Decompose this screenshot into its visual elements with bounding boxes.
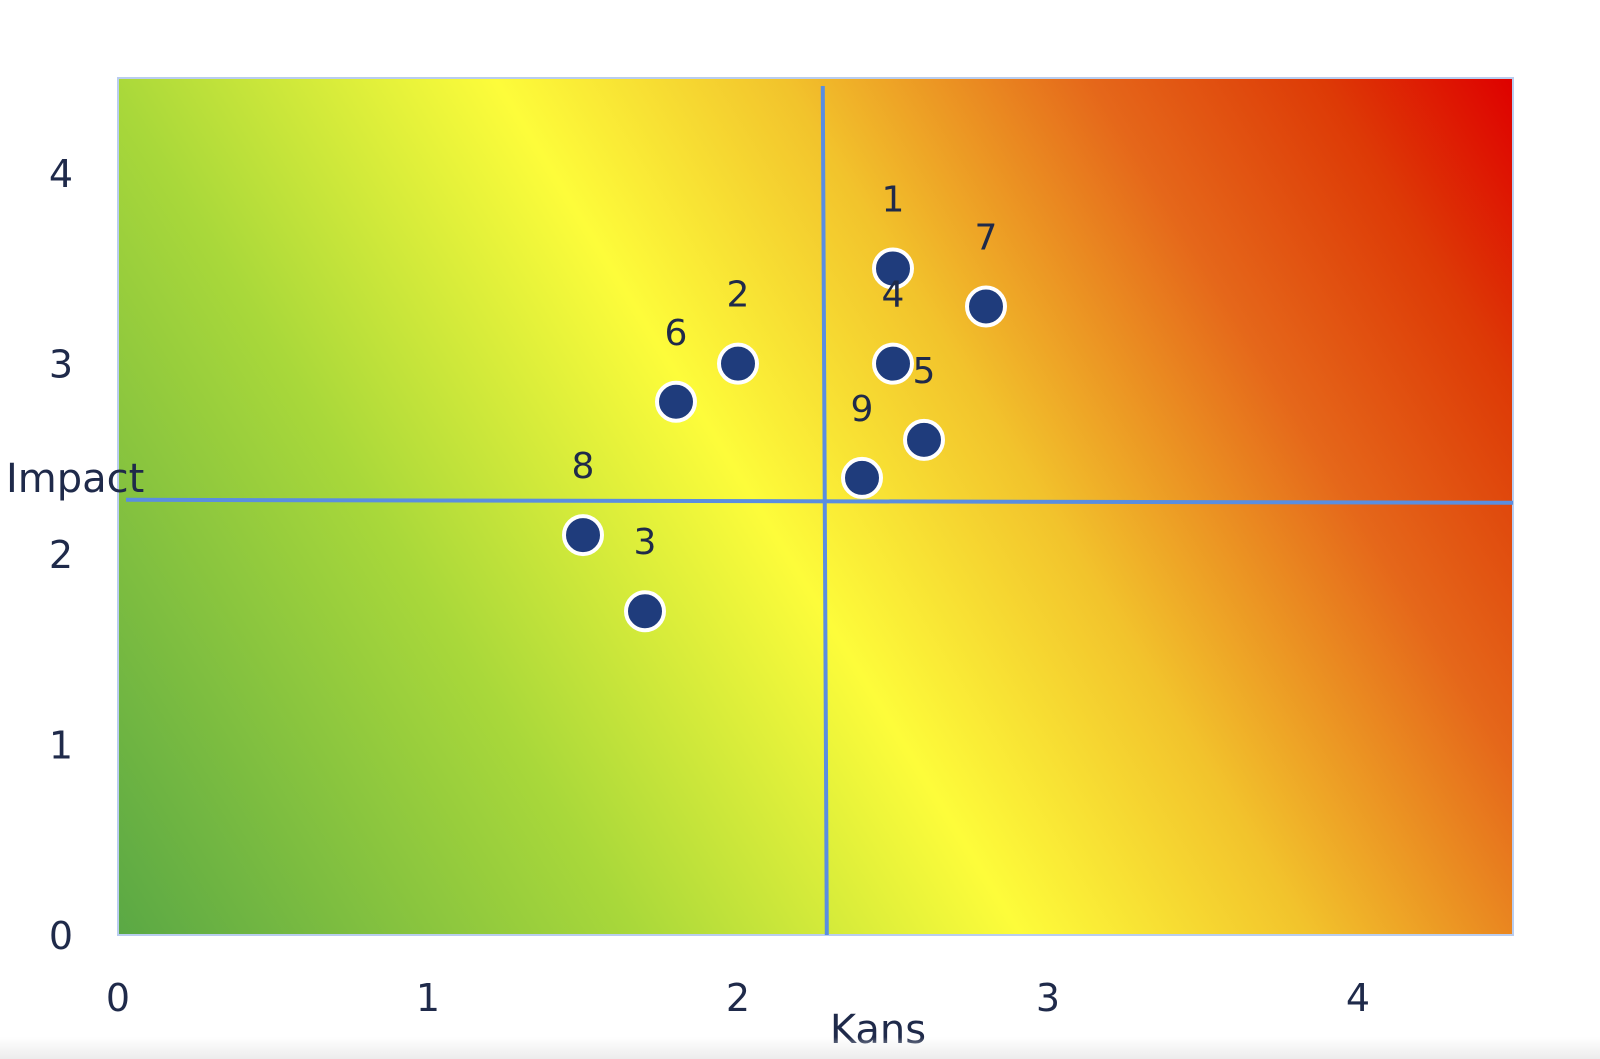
y-tick-label: 0	[49, 914, 73, 958]
y-tick-label: 3	[49, 343, 73, 387]
y-tick-label: 2	[49, 533, 73, 577]
quadrant-line-horizontal	[125, 497, 1514, 505]
y-tick-label: 4	[49, 152, 73, 196]
bottom-edge-shadow	[0, 1037, 1600, 1059]
data-point-label: 7	[975, 218, 998, 259]
y-tick-label: 1	[49, 724, 73, 768]
x-tick-label: 0	[106, 976, 130, 1020]
y-axis-title: Impact	[6, 456, 144, 502]
data-point-label: 1	[882, 179, 905, 220]
quadrant-line-vertical	[820, 85, 829, 936]
data-point-marker	[872, 342, 914, 385]
x-tick-label: 3	[1036, 976, 1060, 1020]
data-point-marker	[965, 285, 1007, 328]
data-point-marker	[717, 342, 759, 385]
x-tick-label: 4	[1346, 976, 1370, 1020]
y-axis-ticks: 0 1 2 3 4	[49, 152, 73, 958]
data-point-label: 2	[727, 275, 750, 316]
data-point-label: 3	[634, 522, 657, 563]
data-point-marker	[903, 418, 945, 461]
data-point-label: 4	[882, 275, 905, 316]
data-point-marker	[562, 514, 604, 557]
data-point-marker	[841, 456, 883, 499]
data-point-label: 8	[572, 446, 595, 487]
data-point-label: 9	[851, 389, 874, 430]
x-tick-label: 1	[416, 976, 440, 1020]
data-points: 1 2 3 45 6 7 8 9	[562, 179, 1007, 633]
plot-area	[117, 77, 1514, 936]
data-point-label: 6	[665, 313, 688, 354]
data-point-marker	[872, 247, 914, 290]
x-axis-ticks: 0 1 2 3 4	[106, 976, 1370, 1020]
data-point-label: 5	[913, 351, 936, 392]
data-point-marker	[655, 380, 697, 423]
x-tick-label: 2	[726, 976, 750, 1020]
data-point-marker	[624, 590, 666, 633]
